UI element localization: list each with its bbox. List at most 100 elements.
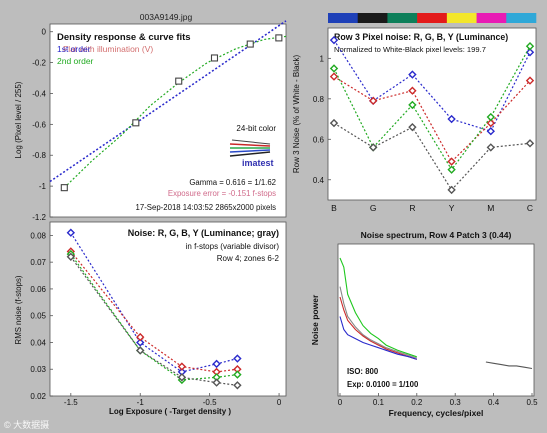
noise-spectrum-exp: Exp: 0.0100 = 1/100: [347, 380, 419, 389]
pixel-noise-series-line: [333, 76, 531, 163]
density-title: Density response & curve fits: [57, 32, 191, 43]
noise-fstops-xtick-label: 0: [277, 398, 282, 407]
noise-spectrum-xtick-label: 0.1: [373, 398, 385, 407]
noise-spectrum-series-line: [339, 286, 417, 359]
density-data-point: [275, 34, 283, 42]
density-ytick-label: -1: [39, 182, 47, 191]
density-ylabel: Log (Pixel level / 255): [14, 81, 23, 158]
pixel-noise-point: [408, 122, 417, 132]
density-legend-2nd-order: 2nd order: [57, 56, 94, 66]
pixel-noise-plot-area: [327, 27, 537, 201]
noise-fstops-panel: Noise: R, G, B, Y (Luminance; gray) in f…: [14, 221, 287, 416]
file-title: 003A9149.jpg: [140, 12, 193, 22]
density-data-point: [132, 119, 140, 127]
density-plot-area: [49, 23, 287, 218]
pixel-noise-point: [329, 64, 339, 73]
color-bar: [328, 13, 537, 23]
pixel-noise-point: [525, 42, 535, 51]
noise-fstops-point: [233, 370, 242, 379]
noise-fstops-subtitle: in f-stops (variable divisor): [186, 242, 280, 251]
noise-fstops-point: [136, 346, 145, 355]
pixel-noise-category-label: B: [331, 203, 337, 213]
density-color-label: 24-bit color: [236, 124, 276, 133]
noise-spectrum-xtick-label: 0.3: [450, 398, 462, 407]
pixel-noise-panel: Row 3 Pixel noise: R, G, B, Y (Luminance…: [292, 13, 537, 213]
noise-fstops-note: Row 4; zones 6-2: [217, 254, 280, 263]
watermark: © 大数据摄: [4, 419, 49, 430]
pixel-noise-category-label: M: [487, 203, 494, 213]
density-data-point: [210, 54, 219, 62]
imatest-logo-text: imatest: [242, 158, 274, 168]
pixel-noise-subtitle: Normalized to White-Black pixel levels: …: [334, 45, 486, 54]
pixel-noise-point: [525, 139, 535, 148]
noise-spectrum-xlabel: Frequency, cycles/pixel: [389, 408, 484, 418]
noise-fstops-series-line: [70, 256, 238, 386]
pixel-noise-title: Row 3 Pixel noise: R, G, B, Y (Luminance…: [334, 32, 508, 42]
noise-spectrum-panel: Noise spectrum, Row 4 Patch 3 (0.44) ISO…: [310, 230, 538, 418]
noise-fstops-xtick-label: -0.5: [203, 398, 217, 407]
density-data-point: [246, 40, 254, 48]
pixel-noise-point: [486, 118, 495, 128]
imatest-logo: imatest: [229, 139, 274, 168]
color-bar-swatch: [476, 13, 507, 23]
noise-spectrum-xtick-label: 0.2: [411, 398, 423, 407]
noise-fstops-ylabel: RMS noise (f-stops): [14, 275, 23, 344]
density-data-point: [175, 77, 183, 85]
density-ytick-label: -0.8: [32, 151, 46, 160]
noise-fstops-point: [136, 338, 145, 347]
noise-spectrum-xtick-label: 0.4: [488, 398, 500, 407]
noise-spectrum-series-line: [339, 316, 417, 360]
noise-fstops-xlabel: Log Exposure ( -Target density ): [109, 407, 231, 416]
noise-fstops-xtick-label: -1: [137, 398, 145, 407]
color-bar-swatch: [387, 13, 418, 23]
pixel-noise-point: [447, 157, 456, 166]
noise-fstops-ytick-label: 0.05: [30, 312, 46, 321]
noise-fstops-ytick-label: 0.03: [30, 365, 46, 374]
density-timestamp: 17-Sep-2018 14:03:52 2865x2000 pixels: [136, 203, 277, 212]
noise-fstops-ytick-label: 0.06: [30, 285, 46, 294]
pixel-noise-series-line: [333, 122, 531, 191]
noise-spectrum-ylabel: Noise power: [310, 294, 320, 345]
noise-fstops-ytick-label: 0.02: [30, 392, 46, 401]
density-overlay-title: Flat with illumination (V): [63, 44, 153, 54]
pixel-noise-point: [447, 165, 456, 174]
density-ytick-label: -1.2: [32, 213, 46, 222]
noise-fstops-point: [212, 378, 221, 387]
pixel-noise-point: [329, 118, 339, 128]
pixel-noise-ytick-label: 0.4: [313, 176, 325, 185]
noise-fstops-ytick-label: 0.04: [30, 338, 46, 347]
pixel-noise-series-line: [333, 45, 531, 171]
density-gamma: Gamma = 0.616 = 1/1.62: [189, 178, 276, 187]
noise-spectrum-plot-area: [337, 243, 535, 397]
density-data-point: [60, 184, 68, 192]
pixel-noise-point: [329, 35, 339, 45]
noise-spectrum-xtick-label: 0: [338, 398, 343, 407]
density-ytick-label: -0.4: [32, 89, 46, 98]
pixel-noise-category-label: R: [409, 203, 415, 213]
noise-fstops-point: [66, 252, 76, 261]
pixel-noise-point: [408, 86, 417, 95]
density-ytick-label: 0: [42, 28, 47, 37]
density-fit-1st-order: [49, 20, 287, 183]
noise-spectrum-series-line: [339, 257, 417, 358]
pixel-noise-point: [447, 114, 456, 124]
color-bar-swatch: [506, 13, 537, 23]
color-bar-swatch: [328, 13, 359, 23]
noise-fstops-xtick-label: -1.5: [64, 398, 78, 407]
density-ytick-label: -0.6: [32, 120, 46, 129]
pixel-noise-point: [525, 48, 535, 57]
noise-fstops-point: [177, 373, 187, 382]
density-ytick-label: -0.2: [32, 59, 46, 68]
pixel-noise-ytick-label: 0.8: [313, 95, 325, 104]
pixel-noise-ylabel: Row 3 Noise (% of White - Black): [292, 55, 301, 174]
noise-fstops-title: Noise: R, G, B, Y (Luminance; gray): [128, 228, 279, 238]
noise-fstops-point: [177, 362, 187, 371]
pixel-noise-category-label: Y: [449, 203, 455, 213]
density-exposure-error: Exposure error = -0.151 f-stops: [168, 189, 276, 198]
density-response-panel: Density response & curve fits Flat with …: [14, 20, 287, 222]
color-bar-swatch: [446, 13, 477, 23]
pixel-noise-point: [447, 185, 456, 195]
pixel-noise-point: [369, 96, 378, 106]
pixel-noise-category-label: C: [527, 203, 533, 213]
